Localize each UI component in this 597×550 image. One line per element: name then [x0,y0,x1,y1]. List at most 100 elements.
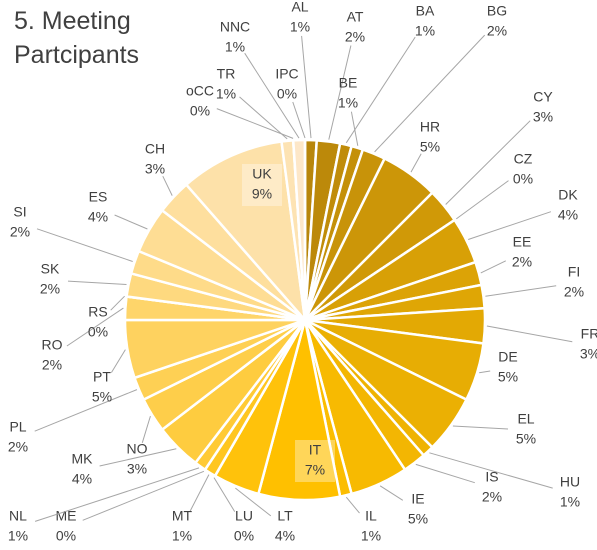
leader-line [244,52,300,139]
slice-label: ES [89,189,108,205]
slice-value-label: 1% [560,494,580,510]
slice-value-label: 3% [533,109,553,125]
slice-label: DE [498,349,517,365]
slice-label: oCC [186,83,214,99]
slice-value-label: 1% [290,19,310,35]
slice-value-label: 1% [361,528,381,544]
leader-line [480,260,507,274]
slice-value-label: 4% [275,528,295,544]
slice-label: TR [217,66,236,82]
slice-label: IL [365,508,377,524]
leader-line [486,325,573,343]
slice-label: DK [558,187,578,203]
slice-label: BG [487,3,507,19]
slice-label: RO [42,337,63,353]
slice-value-label: 4% [88,209,108,225]
slice-value-label: 2% [10,224,30,240]
chart-title: 5. Meeting Partcipants [14,7,140,69]
slice-label: AL [291,0,308,15]
leader-line [468,211,552,240]
slice-label: RS [88,304,107,320]
slice-value-label: 2% [487,23,507,39]
slice-label: IT [309,442,322,458]
slice-value-label: 0% [88,324,108,340]
leader-line [99,448,177,467]
leader-line [345,496,360,514]
leader-line [114,214,148,230]
slice-value-label: 0% [234,528,254,544]
leader-line [456,180,509,220]
slice-value-label: 5% [516,431,536,447]
slice-label: NO [127,441,148,457]
slice-value-label: 1% [338,95,358,111]
pie-slice [184,140,307,324]
leader-line [162,175,173,196]
slice-label: MK [72,451,94,467]
leader-line [345,36,416,144]
slice-label: CY [533,89,553,105]
slice-label: CZ [514,151,533,167]
leader-line [67,280,127,285]
leader-line [479,370,491,374]
slice-label: EL [517,411,534,427]
leader-line [34,467,200,522]
slice-value-label: 2% [564,284,584,300]
leader-line [66,307,124,347]
leader-line [429,452,553,489]
slice-label: NL [9,508,27,524]
slice-label: MT [172,508,193,524]
slice-value-label: 1% [8,528,28,544]
label-box [295,440,335,482]
leader-line [213,477,236,512]
slice-value-label: 3% [127,461,147,477]
slice-label: SK [41,261,60,277]
slice-value-label: 0% [56,528,76,544]
slice-label: NNC [220,19,250,35]
slice-label: UK [252,166,272,182]
slice-label: PL [9,419,26,435]
leader-line [328,45,352,140]
slice-label: BE [339,75,358,91]
label-box [242,164,282,206]
slice-value-label: 2% [345,29,365,45]
slice-label: HR [420,119,440,135]
slice-label: HU [560,474,580,490]
slice-label: CH [145,141,165,157]
leader-line [239,96,288,140]
slice-value-label: 2% [8,439,28,455]
leader-line [189,474,210,512]
slice-label: IPC [275,66,298,82]
slice-value-label: 0% [513,171,533,187]
slice-value-label: 4% [72,471,92,487]
leader-line [415,463,475,484]
slice-label: LT [277,508,293,524]
slice-value-label: 4% [558,207,578,223]
slice-label: FI [568,264,580,280]
slice-value-label: 2% [512,254,532,270]
slice-value-label: 5% [420,139,440,155]
slice-label: EE [513,234,532,250]
slice-value-label: 7% [305,462,325,478]
slice-label: LU [235,508,253,524]
leader-line [34,389,138,432]
slice-label: FR [581,326,597,342]
slice-value-label: 2% [40,281,60,297]
leader-line [452,425,509,430]
leader-line [410,153,422,173]
leader-line [292,101,306,139]
leader-line [301,35,312,139]
slice-label: BA [416,3,435,19]
slice-value-label: 1% [216,86,236,102]
slice-value-label: 2% [482,489,502,505]
slice-label: PT [93,369,111,385]
leader-line [110,295,125,311]
leader-line [82,470,205,521]
slice-label: IS [485,469,498,485]
leader-line [379,485,404,501]
slice-label: AT [347,9,364,25]
slice-label: SI [13,204,26,220]
leader-line [216,108,294,139]
slice-value-label: 0% [277,86,297,102]
